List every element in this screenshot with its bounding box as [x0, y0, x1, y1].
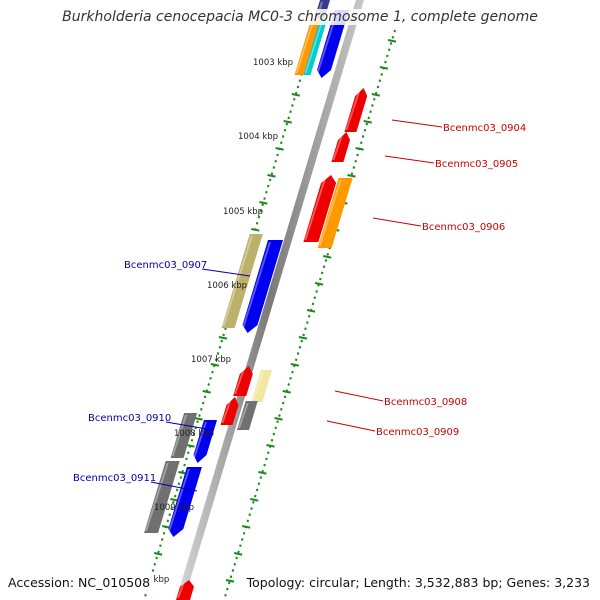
feature-red-0906 — [303, 175, 337, 242]
svg-text:Bcenmc03_0910: Bcenmc03_0910 — [88, 413, 171, 424]
gene-features — [144, 0, 368, 600]
gene-label-bcenmc03_0911[interactable]: Bcenmc03_0911 — [73, 473, 198, 492]
ruler-label: 1009 kbp — [154, 503, 194, 513]
gene-label-bcenmc03_0904[interactable]: Bcenmc03_0904 — [391, 119, 526, 134]
topology-text: Topology: circular; Length: 3,532,883 bp… — [242, 575, 590, 590]
feature-red-0908a — [233, 366, 253, 396]
ruler-labels: 1003 kbp 1004 kbp 1005 kbp 1006 kbp 1007 kbp… — [140, 58, 293, 585]
feature-grey-0909 — [237, 401, 258, 430]
feature-orange-top — [294, 18, 321, 75]
svg-text:Bcenmc03_0909: Bcenmc03_0909 — [376, 427, 459, 438]
ruler-label: 1005 kbp — [223, 207, 263, 217]
feature-khaki-0907a — [221, 234, 263, 328]
svg-text:Bcenmc03_0906: Bcenmc03_0906 — [422, 222, 505, 233]
feature-red-bottom — [176, 580, 194, 600]
ruler-label: 1008 kbp — [174, 429, 214, 439]
feature-red-0905 — [331, 132, 350, 162]
ruler-label: 1003 kbp — [253, 58, 293, 68]
feature-blue-0907 — [241, 240, 283, 333]
feature-orange-0906b — [317, 178, 353, 248]
feature-blue-0911 — [166, 467, 202, 537]
gene-label-bcenmc03_0909[interactable]: Bcenmc03_0909 — [326, 420, 459, 438]
ruler-label: 1007 kbp — [191, 355, 231, 365]
gene-label-bcenmc03_0906[interactable]: Bcenmc03_0906 — [372, 217, 505, 233]
map-title: Burkholderia cenocepacia MC0-3 chromosom… — [0, 9, 600, 25]
feature-blue-top — [315, 10, 349, 78]
ruler-label: 1006 kbp — [207, 281, 247, 291]
feature-red-0904 — [344, 88, 368, 132]
gene-label-bcenmc03_0910[interactable]: Bcenmc03_0910 — [88, 413, 214, 431]
gene-label-bcenmc03_0905[interactable]: Bcenmc03_0905 — [384, 155, 518, 170]
ruler-label: 10 kbp — [140, 575, 169, 585]
feature-cyan-top — [303, 18, 328, 75]
gene-labels: Bcenmc03_0904 Bcenmc03_0905 Bcenmc03_0906 B… — [73, 119, 526, 492]
backbone-line — [176, 0, 364, 600]
svg-text:Bcenmc03_0905: Bcenmc03_0905 — [435, 159, 518, 170]
gene-label-bcenmc03_0907[interactable]: Bcenmc03_0907 — [124, 260, 251, 277]
svg-text:Bcenmc03_0904: Bcenmc03_0904 — [443, 123, 526, 134]
svg-text:Bcenmc03_0908: Bcenmc03_0908 — [384, 397, 467, 408]
feature-yellow-0908 — [251, 370, 272, 402]
accession-text: Accession: NC_010508 — [8, 575, 155, 590]
genome-backbone — [176, 0, 364, 600]
feature-grey-0911 — [144, 461, 180, 533]
ruler-label: 1004 kbp — [238, 132, 278, 142]
svg-text:Bcenmc03_0911: Bcenmc03_0911 — [73, 473, 156, 484]
feature-blue-0910 — [192, 420, 217, 463]
feature-red-0909a — [220, 397, 239, 425]
gene-label-bcenmc03_0908[interactable]: Bcenmc03_0908 — [334, 390, 467, 408]
svg-text:Bcenmc03_0907: Bcenmc03_0907 — [124, 260, 207, 271]
